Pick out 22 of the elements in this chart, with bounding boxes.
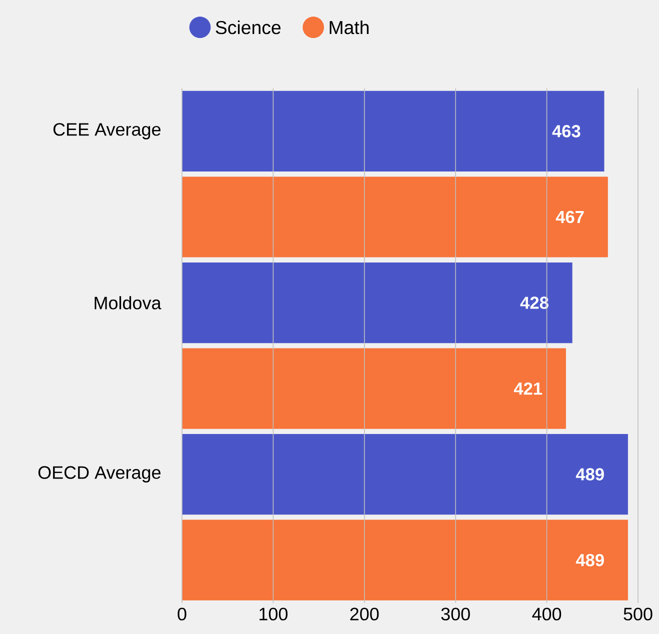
legend-label: Science xyxy=(216,20,281,34)
x-tick-label: 500 xyxy=(624,608,652,620)
data-label: 489 xyxy=(576,554,604,566)
data-label: 421 xyxy=(514,382,542,395)
x-tick-label: 400 xyxy=(532,608,562,620)
x-tick-label: 0 xyxy=(178,608,186,620)
bar xyxy=(182,434,628,515)
y-tick-label: CEE Average xyxy=(53,123,160,140)
data-label: 467 xyxy=(556,210,584,224)
legend-label: Math xyxy=(330,20,369,34)
data-label: 489 xyxy=(576,468,604,480)
data-label: 463 xyxy=(552,125,580,138)
bar xyxy=(182,262,572,344)
x-tick-label: 300 xyxy=(441,608,470,620)
x-tick-label: 100 xyxy=(260,608,288,620)
bar xyxy=(182,176,608,258)
x-tick-label: 200 xyxy=(350,608,379,620)
bar xyxy=(182,348,566,429)
y-tick-label: Moldova xyxy=(94,296,162,310)
y-tick-label: OECD Average xyxy=(38,466,160,482)
bar xyxy=(182,520,628,600)
bar xyxy=(182,90,604,172)
